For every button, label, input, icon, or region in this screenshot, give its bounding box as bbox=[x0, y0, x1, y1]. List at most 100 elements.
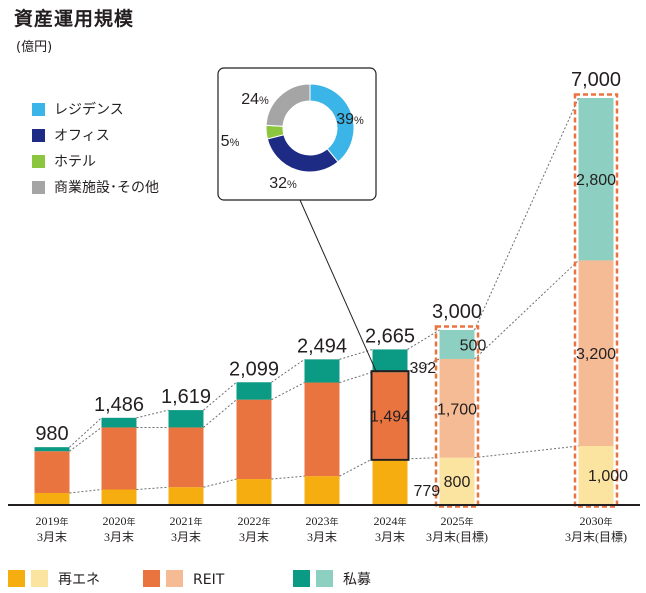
bar-2024-series-1 bbox=[372, 372, 408, 459]
chart-title: 資産運用規模 bbox=[14, 8, 135, 30]
trend-lines bbox=[69, 97, 579, 494]
bar-2030-series-0 bbox=[578, 446, 614, 504]
bar-2025-series-1 bbox=[439, 359, 475, 458]
category-label-2023: 2023年 bbox=[305, 514, 338, 528]
category-year-suffix: 年 bbox=[193, 516, 202, 527]
legend-swatch-actual-1 bbox=[143, 570, 160, 587]
bar-2023-series-0 bbox=[304, 476, 340, 504]
category-label-2024: 2024年 bbox=[373, 514, 406, 528]
category-year: 2023 bbox=[305, 514, 329, 528]
trend-line bbox=[69, 417, 102, 448]
bar-2019-series-0 bbox=[34, 492, 70, 504]
category-date-2030: 3月末(目標) bbox=[565, 530, 627, 544]
bar-2022-series-0 bbox=[236, 479, 272, 504]
category-label-2025: 2025年 bbox=[440, 514, 473, 528]
category-year-suffix: 年 bbox=[603, 516, 612, 527]
category-year: 2025 bbox=[440, 514, 464, 528]
category-year: 2019 bbox=[35, 514, 59, 528]
trend-line bbox=[203, 478, 237, 488]
legend-label-2: 私募 bbox=[343, 572, 371, 588]
pie-value: 39 bbox=[336, 111, 354, 128]
bar-2022-series-1 bbox=[236, 399, 272, 480]
highlight-box bbox=[370, 370, 410, 461]
pie-label-2: 5% bbox=[221, 133, 240, 150]
bar-2024-series-0 bbox=[372, 458, 408, 504]
pie-legend-swatch-1 bbox=[32, 129, 45, 142]
legend-swatch-target-0 bbox=[31, 570, 48, 587]
pie-legend-swatch-0 bbox=[32, 103, 45, 116]
legend-swatch-target-1 bbox=[166, 570, 183, 587]
trend-line bbox=[69, 427, 102, 452]
category-year: 2020 bbox=[102, 514, 126, 528]
bar-2021-series-0 bbox=[168, 487, 204, 504]
bar-2024-series-2 bbox=[372, 349, 408, 373]
segment-label-2030-0: 1,000 bbox=[588, 468, 628, 485]
category-year-suffix: 年 bbox=[126, 516, 135, 527]
pie-legend-swatch-2 bbox=[32, 155, 45, 168]
category-year: 2030 bbox=[579, 514, 603, 528]
category-label-2022: 2022年 bbox=[237, 514, 270, 528]
trend-line bbox=[203, 399, 237, 428]
bar-2021-series-1 bbox=[168, 427, 204, 488]
segment-label-2024-0: 779 bbox=[414, 483, 441, 500]
trend-line bbox=[339, 371, 373, 384]
legend-label-0: 再エネ bbox=[58, 572, 100, 588]
bar-2023-series-1 bbox=[304, 382, 340, 477]
trend-line bbox=[474, 97, 579, 331]
segment-label-2025-1: 1,700 bbox=[437, 401, 477, 418]
total-label-2030: 7,000 bbox=[571, 69, 621, 91]
category-date-2019: 3月末 bbox=[37, 530, 67, 544]
pie-label-0: 39% bbox=[336, 111, 364, 128]
category-year: 2024 bbox=[373, 514, 397, 528]
total-label-2021: 1,619 bbox=[161, 386, 211, 408]
pie-legend-label-1: オフィス bbox=[54, 128, 110, 144]
category-date-2023: 3月末 bbox=[307, 530, 337, 544]
bar-2022-series-2 bbox=[236, 382, 272, 400]
pie-value: 32 bbox=[269, 175, 287, 192]
pie-value: 5 bbox=[221, 133, 230, 150]
pie-legend-swatch-3 bbox=[32, 181, 45, 194]
target-frame-2030 bbox=[573, 93, 619, 508]
category-date-2024: 3月末 bbox=[375, 530, 405, 544]
segment-label-2030-2: 2,800 bbox=[576, 172, 616, 189]
category-year-suffix: 年 bbox=[261, 516, 270, 527]
category-year: 2022 bbox=[237, 514, 261, 528]
trend-line bbox=[339, 458, 373, 477]
total-label-2025: 3,000 bbox=[432, 301, 482, 323]
trend-line bbox=[474, 260, 579, 360]
bar-2025-series-2 bbox=[439, 330, 475, 359]
trend-line bbox=[407, 358, 440, 373]
pie-percent: % bbox=[287, 179, 297, 191]
trend-line bbox=[407, 457, 440, 460]
total-label-2019: 980 bbox=[35, 423, 68, 445]
trend-line bbox=[271, 358, 305, 383]
category-year-suffix: 年 bbox=[59, 516, 68, 527]
bar-2030-series-1 bbox=[578, 260, 614, 446]
bars bbox=[34, 93, 619, 508]
segment-label-2024-1: 1,494 bbox=[370, 408, 410, 425]
trend-line bbox=[136, 409, 169, 419]
category-year-suffix: 年 bbox=[464, 516, 473, 527]
total-label-2020: 1,486 bbox=[94, 394, 144, 416]
total-label-2023: 2,494 bbox=[297, 335, 347, 357]
legend-swatch-actual-2 bbox=[293, 570, 310, 587]
category-label-2020: 2020年 bbox=[102, 514, 135, 528]
bar-2019-series-2 bbox=[34, 447, 70, 452]
category-label-2030: 2030年 bbox=[579, 514, 612, 528]
pie-label-1: 32% bbox=[269, 175, 297, 192]
pie-label-3: 24% bbox=[241, 91, 269, 108]
category-labels: 2019年3月末2020年3月末2021年3月末2022年3月末2023年3月末… bbox=[35, 514, 627, 544]
total-label-2024: 2,665 bbox=[365, 325, 415, 347]
trend-line bbox=[69, 489, 102, 494]
segment-label-2025-2: 500 bbox=[460, 338, 487, 355]
pie-slice-3 bbox=[265, 83, 311, 127]
pie-legend-label-0: レジデンス bbox=[54, 101, 124, 118]
category-year-suffix: 年 bbox=[397, 516, 406, 527]
bar-2030-series-2 bbox=[578, 98, 614, 261]
bar-2021-series-2 bbox=[168, 410, 204, 428]
pie-percent: % bbox=[354, 115, 364, 127]
bar-2020-series-2 bbox=[101, 417, 137, 428]
total-label-2022: 2,099 bbox=[229, 358, 279, 380]
legend-swatch-actual-0 bbox=[8, 570, 25, 587]
